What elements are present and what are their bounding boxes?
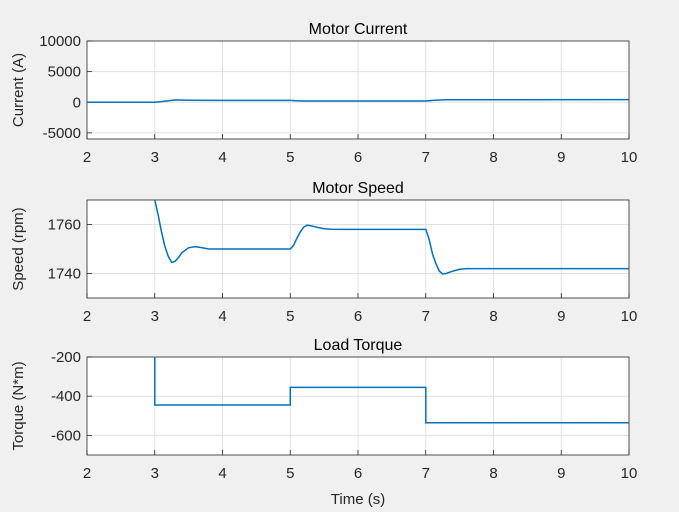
subplot-3-ylabel: Torque (N*m): [10, 361, 27, 450]
subplot-3-ytick-label-0: -600: [51, 427, 81, 444]
subplot-3-ytick-label-1: -400: [51, 388, 81, 405]
subplot-3-series-line-0: [154, 357, 629, 424]
subplot-1-xtick-label-4: 6: [354, 149, 362, 166]
subplot-1-xtick-label-6: 8: [489, 149, 497, 166]
subplot-3-title: Load Torque: [314, 337, 403, 354]
subplot-1-xtick-label-7: 9: [557, 149, 565, 166]
subplot-2-xtick-label-5: 7: [422, 308, 430, 325]
subplot-3-ytick-label-2: -200: [51, 349, 81, 366]
subplot-3-xtick-label-6: 8: [489, 465, 497, 482]
subplot-1-xtick-label-0: 2: [83, 149, 91, 166]
subplot-2-xtick-label-2: 4: [218, 308, 226, 325]
subplot-2-xtick-label-1: 3: [151, 308, 159, 325]
subplot-1-title: Motor Current: [309, 21, 408, 38]
subplot-3-xtick-label-4: 6: [354, 465, 362, 482]
subplot-1-xtick-label-1: 3: [151, 149, 159, 166]
subplot-2-xtick-label-0: 2: [83, 308, 91, 325]
subplot-1-series-line-0: [87, 98, 630, 104]
subplot-3-xtick-label-1: 3: [151, 465, 159, 482]
subplot-2-xtick-label-6: 8: [489, 308, 497, 325]
subplot-3-xtick-label-0: 2: [83, 465, 91, 482]
subplot-1-xtick-label-3: 5: [286, 149, 294, 166]
subplot-1-xtick-label-8: 10: [621, 149, 638, 166]
subplot-1-xtick-label-5: 7: [422, 149, 430, 166]
subplot-2-xtick-label-7: 9: [557, 308, 565, 325]
subplot-1-ylabel: Current (A): [10, 53, 27, 127]
subplot-1-ytick-label-3: 10000: [39, 33, 81, 50]
subplot-3-xtick-label-8: 10: [621, 465, 638, 482]
subplot-2-xtick-label-8: 10: [621, 308, 638, 325]
subplot-3-xtick-label-5: 7: [422, 465, 430, 482]
subplot-3-xtick-label-3: 5: [286, 465, 294, 482]
subplot-2-ytick-label-1: 1760: [48, 217, 81, 234]
subplot-1-ytick-label-2: 5000: [48, 64, 81, 81]
subplot-2-ytick-label-0: 1740: [48, 266, 81, 283]
subplot-2-ylabel: Speed (rpm): [10, 207, 27, 290]
subplot-2-title: Motor Speed: [312, 180, 404, 197]
subplot-3-xtick-label-7: 9: [557, 465, 565, 482]
subplot-1-ytick-label-1: 0: [73, 94, 81, 111]
subplot-2-series-line-0: [154, 199, 629, 275]
subplot-3-xlabel: Time (s): [331, 491, 385, 508]
subplot-3-xtick-label-2: 4: [218, 465, 226, 482]
subplot-1-ytick-label-0: -5000: [43, 125, 81, 142]
subplot-2-xtick-label-4: 6: [354, 308, 362, 325]
subplot-1-xtick-label-2: 4: [218, 149, 226, 166]
subplot-2-xtick-label-3: 5: [286, 308, 294, 325]
